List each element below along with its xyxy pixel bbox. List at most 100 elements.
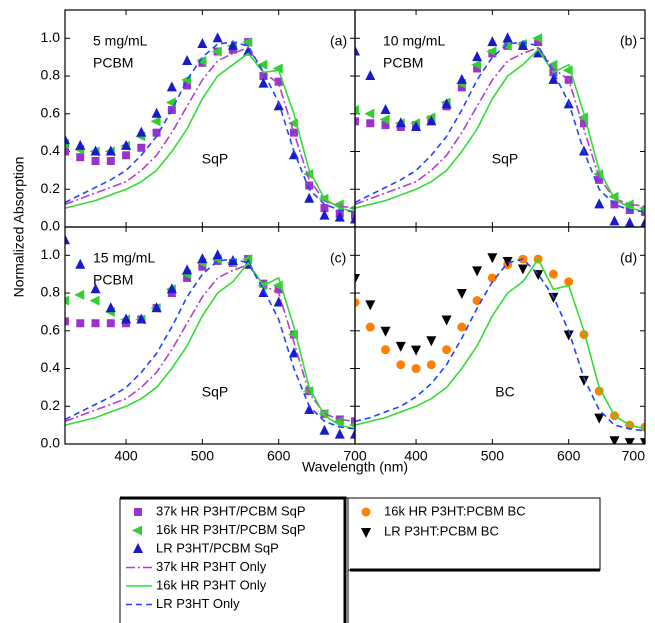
marker <box>624 217 635 227</box>
marker <box>90 283 101 294</box>
marker <box>320 204 329 213</box>
marker <box>578 375 589 386</box>
marker <box>623 199 634 210</box>
y-tick-label: 0.0 <box>41 435 61 451</box>
marker <box>471 59 482 70</box>
marker <box>182 54 193 65</box>
marker <box>273 296 284 307</box>
y-tick-label: 0.8 <box>41 67 61 83</box>
marker <box>150 116 161 127</box>
marker <box>411 364 421 374</box>
marker <box>196 55 207 66</box>
marker <box>75 258 86 269</box>
marker <box>319 424 330 435</box>
marker <box>486 46 497 57</box>
marker <box>595 175 604 184</box>
marker <box>288 149 299 160</box>
marker <box>547 59 558 70</box>
marker <box>121 139 132 150</box>
marker <box>89 295 100 306</box>
concentration-label: 5 mg/mL <box>93 33 148 49</box>
marker <box>381 121 390 130</box>
marker <box>304 192 315 203</box>
marker <box>517 39 528 50</box>
marker <box>361 528 371 538</box>
marker <box>355 297 360 307</box>
marker <box>182 264 193 275</box>
marker <box>379 114 390 125</box>
marker <box>366 119 375 128</box>
marker <box>564 277 574 287</box>
marker <box>640 438 645 444</box>
concentration-label: PCBM <box>93 55 133 71</box>
marker <box>91 156 100 165</box>
series-line <box>355 48 645 213</box>
marker <box>166 283 177 294</box>
marker <box>212 249 223 260</box>
marker <box>333 416 344 427</box>
marker <box>579 119 588 128</box>
panel: 0.0 0.2 0.4 0.6 0.8 1.0 400 500 600 700 15 mg/mL PC… <box>41 226 367 464</box>
concentration-label: PCBM <box>93 272 133 288</box>
marker <box>609 436 620 444</box>
marker <box>272 63 283 74</box>
marker <box>198 262 207 271</box>
marker <box>349 422 355 429</box>
series-line <box>355 41 645 213</box>
marker <box>106 319 115 328</box>
marker <box>594 413 605 424</box>
x-tick-label: 600 <box>267 448 291 464</box>
legend-entry: LR P3HT:PCBM BC <box>361 523 499 538</box>
marker <box>242 37 253 48</box>
marker <box>365 300 376 311</box>
marker <box>355 105 359 116</box>
method-label: BC <box>495 384 514 400</box>
marker <box>487 36 498 47</box>
marker <box>197 253 208 264</box>
plot-area <box>65 32 355 224</box>
marker <box>609 215 620 226</box>
y-tick-label: 0.6 <box>41 104 61 120</box>
panel: 0.0 0.2 0.4 0.6 0.8 1.0 5 mg/mL PCBM (a) SqP <box>41 9 356 234</box>
marker <box>289 128 298 137</box>
marker <box>134 508 142 516</box>
legend-label: 16k HR P3HT/PCBM SqP <box>156 522 306 537</box>
marker <box>197 37 208 48</box>
marker <box>361 507 371 517</box>
marker <box>165 97 176 108</box>
marker <box>212 32 223 43</box>
marker <box>274 285 283 294</box>
marker <box>502 32 513 43</box>
marker <box>487 273 497 283</box>
marker <box>75 139 86 150</box>
plot-area <box>65 234 355 439</box>
marker <box>334 211 345 222</box>
marker <box>136 126 147 137</box>
x-tick-label: 700 <box>343 448 367 464</box>
marker <box>355 45 360 56</box>
marker <box>76 153 85 162</box>
marker <box>456 289 467 300</box>
marker <box>355 273 360 284</box>
marker <box>640 217 645 227</box>
method-label: SqP <box>202 151 228 167</box>
legend-entry: 37k HR P3HT/PCBM SqP <box>134 503 306 518</box>
series-line <box>65 258 355 430</box>
marker <box>152 128 161 137</box>
marker <box>242 254 253 265</box>
marker <box>65 234 70 245</box>
legend-label: 16k HR P3HT Only <box>156 577 267 592</box>
marker <box>441 315 452 326</box>
marker <box>381 345 391 355</box>
marker <box>211 46 222 57</box>
marker <box>258 77 269 88</box>
series-line <box>355 257 645 430</box>
marker <box>105 145 116 156</box>
series-line <box>65 263 355 423</box>
marker <box>151 107 162 118</box>
marker <box>395 117 406 128</box>
marker <box>151 302 162 313</box>
marker <box>380 326 391 337</box>
series-line <box>65 46 355 209</box>
marker <box>305 181 314 190</box>
